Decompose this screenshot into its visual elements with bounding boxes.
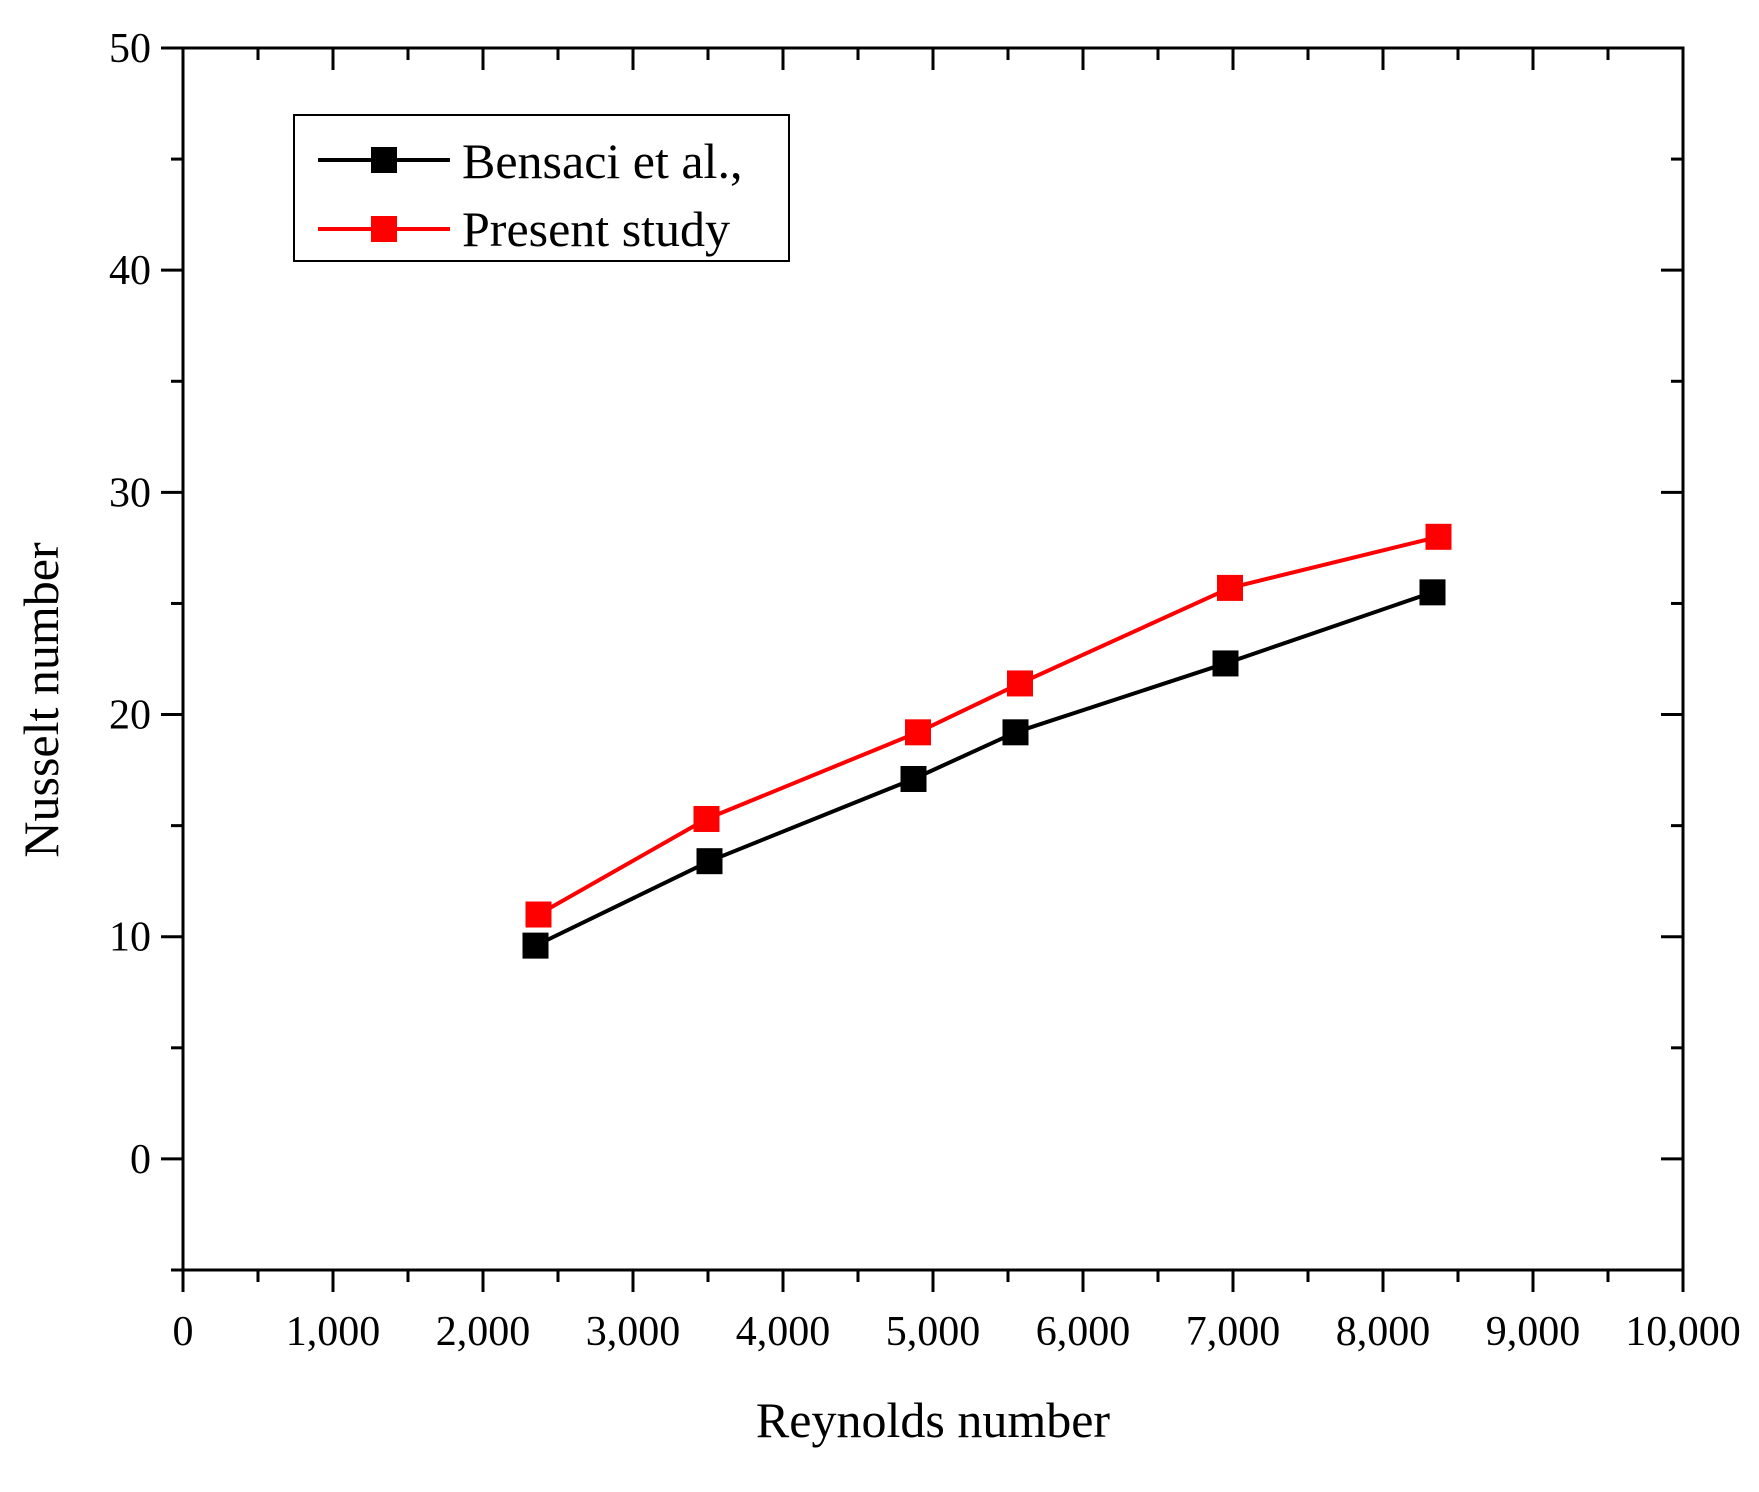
data-point-present-study (905, 719, 931, 746)
x-tick-label: 6,000 (1036, 1309, 1131, 1355)
data-point-bensaci (1002, 719, 1029, 746)
data-point-bensaci (696, 848, 723, 875)
x-tick-label: 0 (173, 1309, 194, 1355)
y-tick-label: 20 (109, 693, 151, 739)
x-tick-label: 5,000 (886, 1309, 981, 1355)
data-point-bensaci (900, 765, 927, 792)
y-axis-title: Nusselt number (13, 542, 69, 858)
x-tick-label: 8,000 (1336, 1309, 1431, 1355)
y-tick-label: 50 (109, 26, 151, 72)
x-tick-label: 1,000 (286, 1309, 381, 1355)
y-tick-label: 40 (109, 248, 151, 294)
y-tick-label: 30 (109, 470, 151, 516)
legend-item-bensaci: Bensaci et al., (318, 133, 742, 189)
data-point-present-study (1425, 523, 1452, 550)
x-axis-title: Reynolds number (756, 1392, 1110, 1448)
legend-label-bensaci: Bensaci et al., (462, 133, 742, 189)
legend-label-present-study: Present study (462, 201, 730, 257)
x-tick-label: 7,000 (1186, 1309, 1281, 1355)
x-tick-label: 2,000 (436, 1309, 531, 1355)
x-tick-label: 10,000 (1625, 1309, 1741, 1355)
data-point-present-study (1217, 574, 1243, 601)
legend: Bensaci et al., Present study (293, 114, 790, 262)
data-point-bensaci (522, 932, 549, 959)
axis-ticks (161, 46, 1685, 1292)
y-tick-labels: 0 10 20 30 40 50 (109, 26, 151, 1183)
data-point-present-study (525, 901, 552, 928)
legend-marker-bensaci (371, 147, 397, 173)
x-tick-label: 9,000 (1486, 1309, 1581, 1355)
x-tick-label: 3,000 (586, 1309, 681, 1355)
x-tick-label: 4,000 (736, 1309, 831, 1355)
data-point-bensaci (1212, 650, 1239, 677)
data-point-present-study (1007, 670, 1033, 697)
legend-marker-present-study (371, 216, 397, 242)
legend-item-present-study: Present study (318, 201, 730, 257)
x-tick-labels: 0 1,000 2,000 3,000 4,000 5,000 6,000 7,000 8,00… (173, 1309, 1741, 1355)
y-tick-label: 0 (130, 1137, 151, 1183)
data-point-present-study (693, 805, 720, 832)
y-tick-label: 10 (109, 915, 151, 961)
data-point-bensaci (1419, 579, 1446, 606)
series-layer (522, 523, 1452, 959)
series-line-present-study (537, 534, 1439, 917)
series-present-study (525, 523, 1452, 928)
series-line-bensaci (534, 590, 1434, 948)
series-bensaci (522, 579, 1446, 959)
